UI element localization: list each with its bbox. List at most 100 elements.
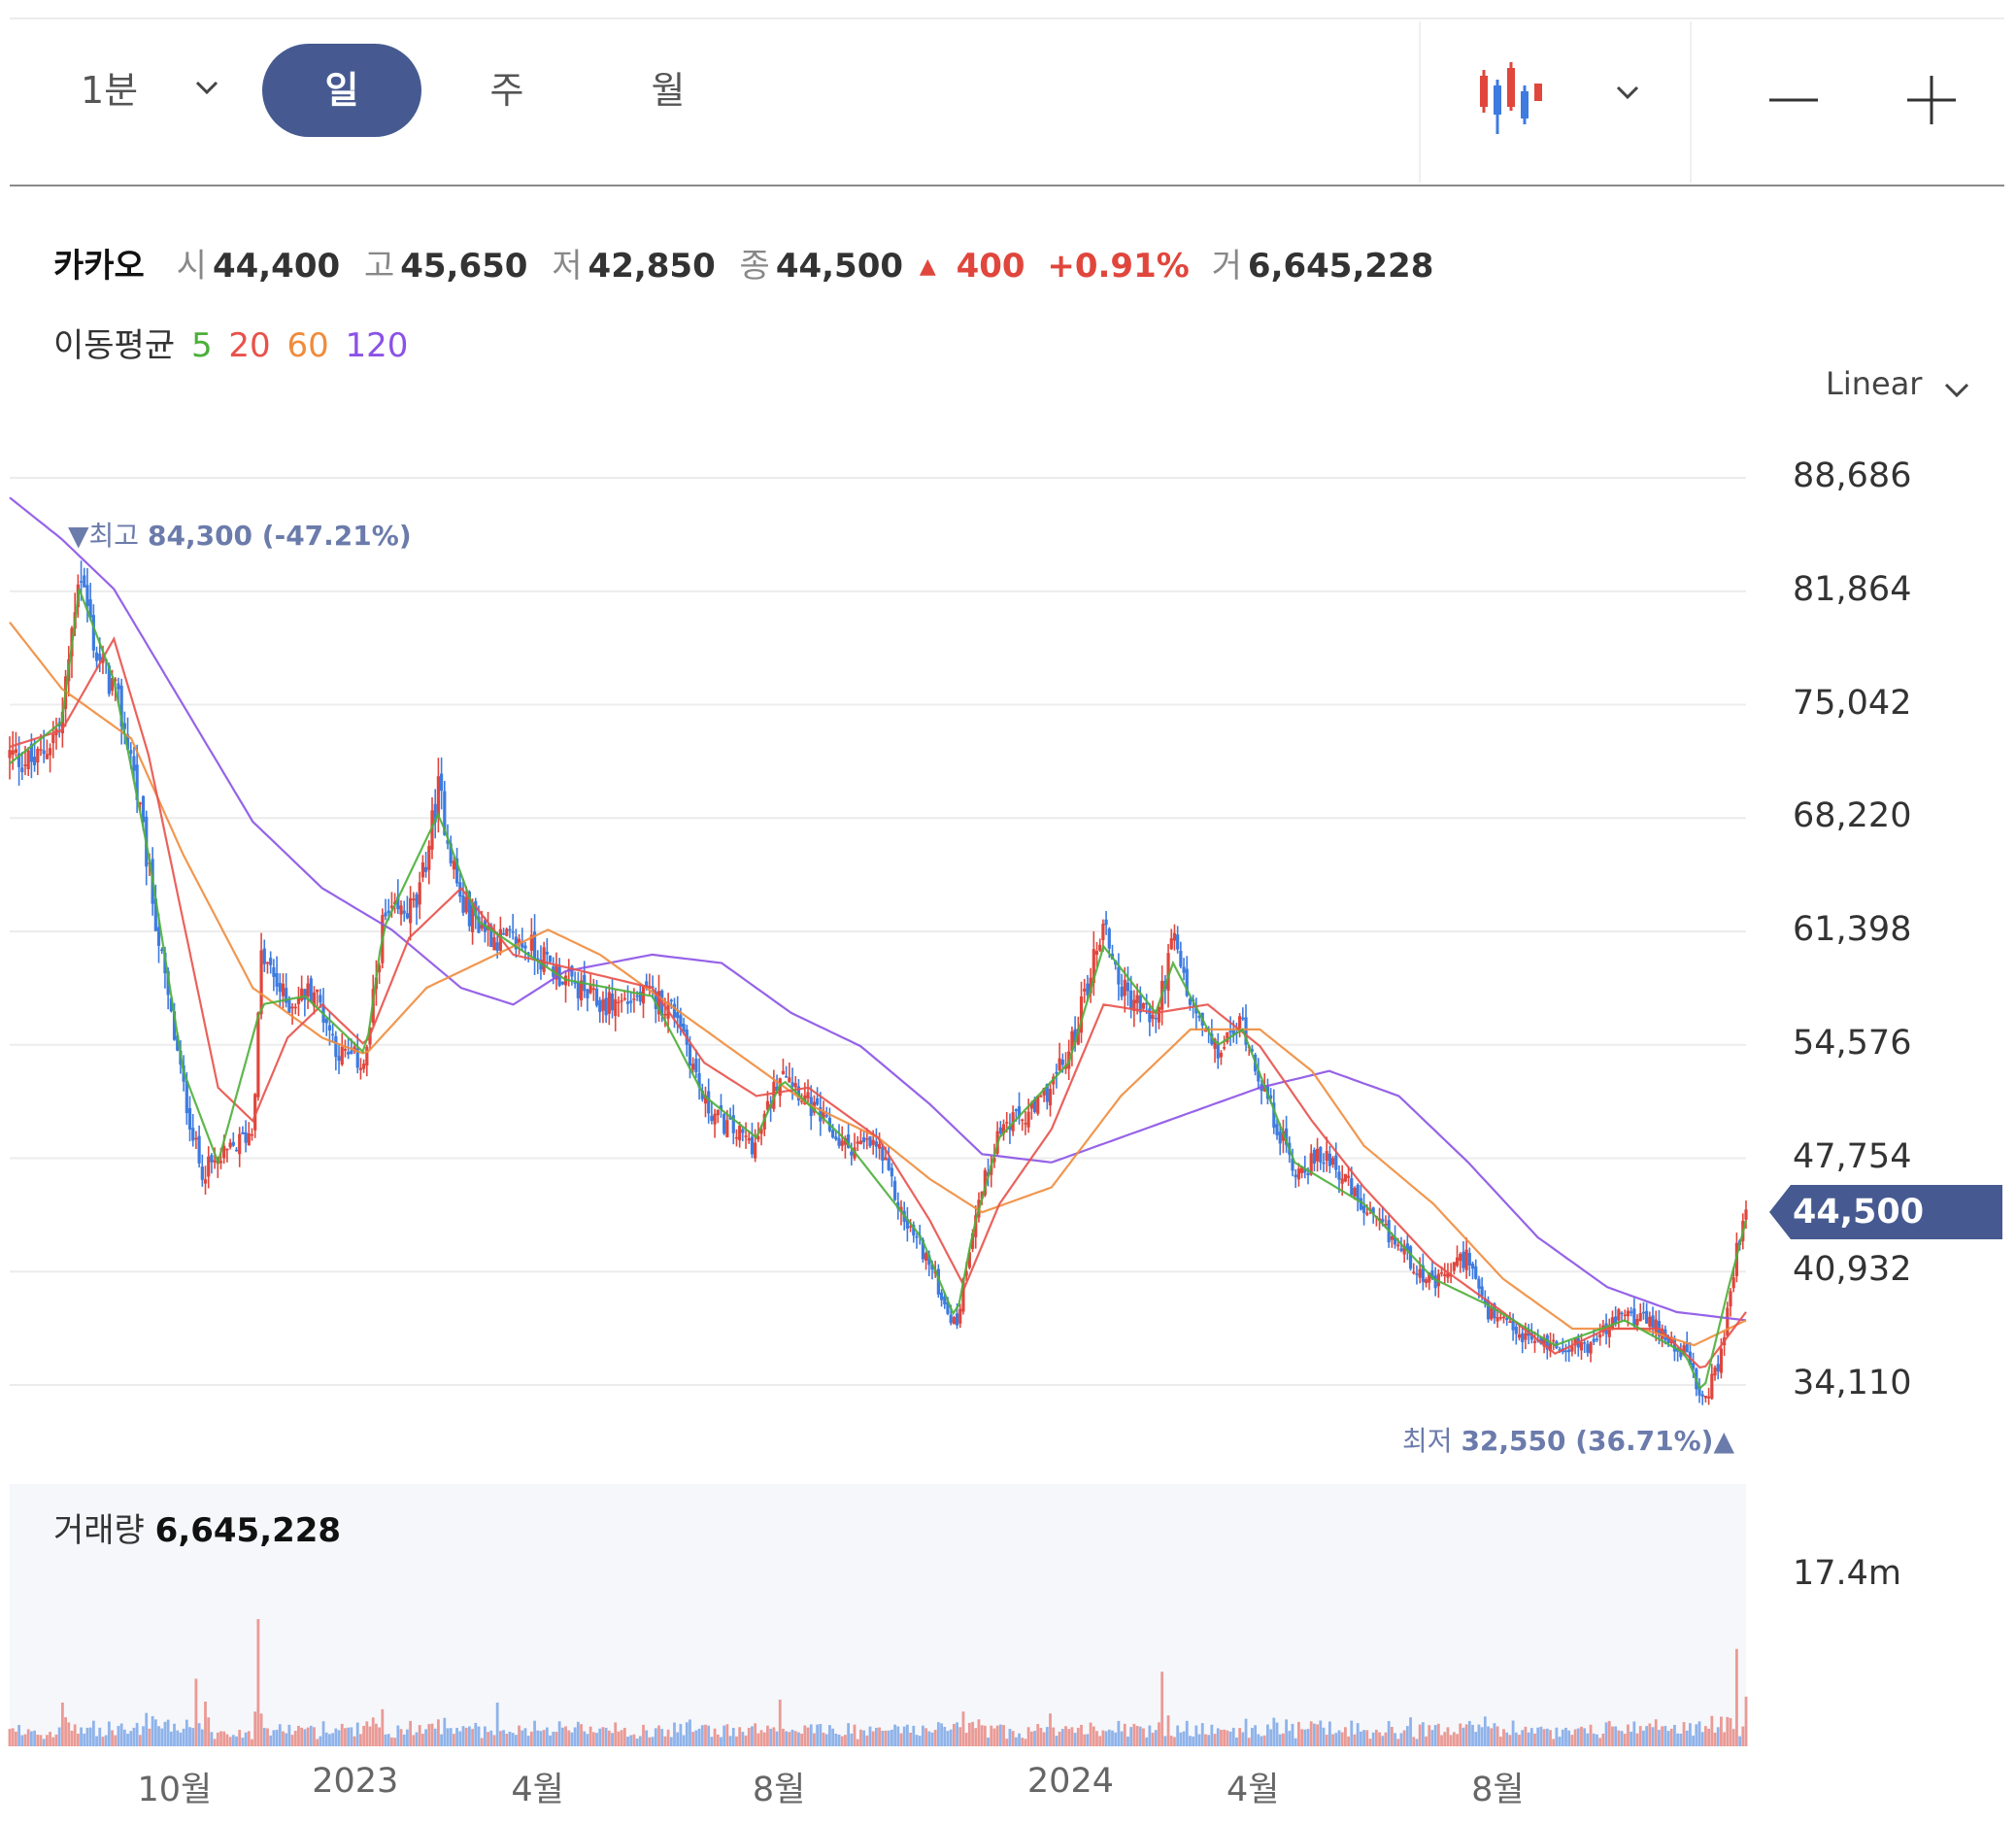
candle	[1098, 944, 1102, 951]
candle	[1635, 1318, 1639, 1326]
volume-bar	[393, 1738, 397, 1746]
candle	[452, 861, 455, 870]
candle	[331, 1033, 335, 1036]
chevron-down-icon[interactable]	[1942, 377, 1971, 406]
volume-bar	[1192, 1736, 1195, 1746]
volume-bar	[1067, 1729, 1071, 1746]
candle	[440, 773, 444, 792]
volume-bar	[549, 1735, 552, 1746]
volume-bar	[1204, 1734, 1207, 1746]
volume-bar	[700, 1725, 704, 1746]
candle	[337, 1056, 341, 1062]
candle	[415, 894, 419, 908]
candle	[573, 981, 577, 984]
volume-bar	[467, 1726, 471, 1746]
volume-bar	[868, 1726, 872, 1746]
candle	[1384, 1224, 1388, 1226]
volume-bar	[1729, 1717, 1732, 1746]
volume-bar	[1045, 1727, 1049, 1746]
volume-bar	[1182, 1731, 1186, 1746]
timeframe-week-tab[interactable]: 주	[489, 69, 524, 112]
volume-bar	[1288, 1731, 1292, 1746]
volume-bar	[1682, 1722, 1686, 1746]
candle	[529, 934, 533, 951]
candle	[88, 599, 92, 619]
moving-average-legend[interactable]: 이동평균 5 20 60 120	[53, 319, 414, 366]
candle	[405, 913, 410, 919]
volume-bar	[946, 1731, 950, 1746]
volume-bar	[915, 1735, 919, 1746]
candle	[625, 1001, 630, 1004]
volume-bar	[104, 1735, 108, 1746]
candle	[1654, 1319, 1658, 1333]
candle	[1223, 1047, 1226, 1049]
volume-bar	[899, 1733, 903, 1746]
candle	[1567, 1349, 1571, 1353]
candle	[265, 962, 270, 964]
volume-bar	[251, 1739, 253, 1746]
volume-bar	[287, 1724, 291, 1746]
chevron-down-icon[interactable]	[1612, 78, 1643, 109]
volume-bar	[1104, 1731, 1108, 1746]
volume-bar	[11, 1728, 15, 1746]
candle	[1464, 1249, 1468, 1270]
candle	[1089, 977, 1092, 994]
volume-bar	[340, 1723, 344, 1746]
volume-bar	[328, 1734, 331, 1746]
candle	[921, 1239, 924, 1260]
volume-bar	[828, 1725, 831, 1746]
candle	[303, 989, 307, 1000]
candle	[107, 665, 111, 694]
high-label: 고	[363, 247, 395, 286]
timeframe-minute[interactable]: 1분	[81, 69, 139, 112]
plus-icon[interactable]	[1905, 74, 1958, 126]
volume-bar	[552, 1732, 555, 1746]
volume-bar	[1726, 1716, 1730, 1746]
volume-bar	[492, 1735, 496, 1746]
candle	[1638, 1313, 1642, 1322]
candle	[362, 1064, 366, 1069]
candle	[713, 1113, 717, 1125]
volume-bar	[1179, 1732, 1183, 1746]
volume-bar	[179, 1732, 183, 1746]
volume-bar	[1561, 1729, 1564, 1746]
timeframe-day-tab[interactable]: 일	[262, 44, 421, 137]
candle	[532, 931, 537, 961]
candle	[293, 1006, 297, 1009]
volume-bar	[1163, 1736, 1167, 1746]
candle	[912, 1225, 916, 1236]
toolbar-divider	[1419, 21, 1421, 183]
candlestick-icon[interactable]	[1472, 56, 1550, 138]
minus-icon[interactable]	[1767, 74, 1820, 126]
volume-max-label: 17.4m	[1793, 1554, 1902, 1593]
volume-bar	[762, 1732, 766, 1746]
candle	[1729, 1291, 1732, 1307]
volume-bar	[1412, 1737, 1416, 1746]
volume-bar	[1676, 1733, 1680, 1746]
volume-bar	[1673, 1724, 1676, 1746]
chevron-down-icon[interactable]	[189, 70, 224, 105]
candle	[1182, 966, 1186, 973]
candle	[1356, 1184, 1360, 1200]
candle	[1148, 1008, 1152, 1023]
volume-bar	[1467, 1720, 1471, 1746]
candle	[470, 904, 475, 932]
scale-mode-select[interactable]: Linear	[1826, 365, 1923, 402]
timeframe-month-tab[interactable]: 월	[651, 69, 686, 112]
volume-bar	[1477, 1724, 1481, 1746]
volume-bar	[536, 1730, 540, 1746]
volume-bar	[1567, 1730, 1571, 1746]
candle	[728, 1117, 732, 1120]
candle	[1692, 1363, 1696, 1369]
volume-bar	[1005, 1739, 1009, 1746]
candle	[1269, 1095, 1273, 1099]
volume-bar	[1327, 1721, 1331, 1746]
candle	[754, 1142, 757, 1159]
volume-bar	[1365, 1730, 1369, 1746]
candle	[1661, 1328, 1664, 1339]
volume-bar	[83, 1733, 86, 1746]
volume-bar	[1210, 1724, 1214, 1746]
volume-bar	[673, 1722, 676, 1746]
volume-bar	[1607, 1720, 1611, 1746]
